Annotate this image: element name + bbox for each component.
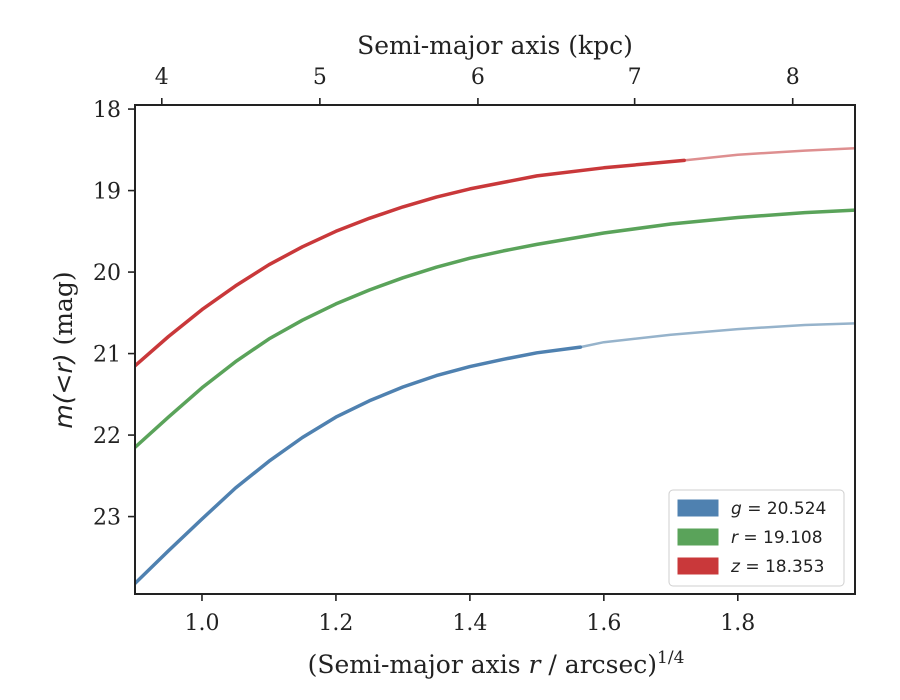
series-g-line [135, 345, 583, 586]
x-tick-label: 1.8 [720, 611, 755, 636]
x-tick-label: 1.0 [184, 611, 219, 636]
y-tick-label: 20 [93, 261, 121, 286]
series-z-extrapolated-line [682, 146, 855, 162]
series-z-line [135, 158, 686, 368]
legend-label: r = 19.108 [731, 528, 823, 548]
legend-label: z = 18.353 [730, 557, 824, 577]
legend: g = 20.524 r = 19.108 z = 18.353 [668, 489, 845, 587]
top-x-tick-label: 7 [628, 65, 642, 90]
x-tick-label: 1.4 [452, 611, 487, 636]
top-x-tick-label: 6 [471, 65, 485, 90]
legend-swatch [677, 499, 719, 517]
plot-frame [134, 104, 856, 595]
y-axis-title: m(<r) (mag) [49, 271, 78, 428]
legend-label: g = 20.524 [731, 499, 826, 519]
y-tick-label: 23 [93, 506, 121, 531]
y-tick-label: 21 [93, 343, 121, 368]
top-x-tick-label: 8 [786, 65, 800, 90]
series-g-extrapolated-line [579, 322, 855, 349]
legend-swatch [677, 528, 719, 546]
top-x-tick-label: 5 [313, 65, 327, 90]
x-tick-label: 1.2 [318, 611, 353, 636]
top-x-axis-title: Semi-major axis (kpc) [357, 31, 633, 60]
y-axis: 18 19 20 21 22 23 [93, 98, 135, 531]
curves [135, 146, 855, 586]
y-tick-label: 19 [93, 180, 121, 205]
legend-swatch [677, 557, 719, 575]
series-r-line [135, 208, 855, 450]
y-tick-label: 22 [93, 424, 121, 449]
x-axis-title: (Semi-major axis r / arcsec)1/4 [308, 648, 685, 679]
top-x-axis: 4 5 6 7 8 [155, 65, 800, 105]
x-tick-label: 1.6 [586, 611, 621, 636]
y-tick-label: 18 [93, 98, 121, 123]
top-x-tick-label: 4 [155, 65, 169, 90]
bottom-x-axis: 1.0 1.2 1.4 1.6 1.8 [184, 594, 755, 636]
